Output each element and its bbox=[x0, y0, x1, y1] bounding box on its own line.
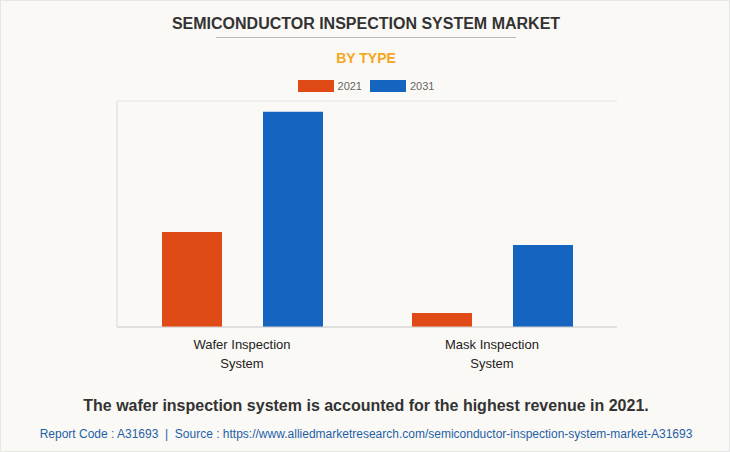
html-text:2021: 2021 bbox=[337, 80, 362, 92]
html-text:2031: 2031 bbox=[410, 80, 435, 92]
svg-text:System: System bbox=[220, 356, 263, 371]
svg-text:Wafer Inspection: Wafer Inspection bbox=[193, 337, 290, 352]
html-text:SEMICONDUCTOR INSPECTION SYSTE: SEMICONDUCTOR INSPECTION SYSTEM MARKET bbox=[171, 15, 561, 32]
svg-text:System: System bbox=[470, 356, 513, 371]
svg-text:Mask Inspection: Mask Inspection bbox=[445, 337, 539, 352]
html-text:BY TYPE: BY TYPE bbox=[336, 50, 396, 66]
html-text:Report Code : A31693 | Source: Report Code : A31693 | Source : https://… bbox=[39, 427, 693, 441]
html-text:The wafer inspection system is: The wafer inspection system is accounted… bbox=[83, 397, 649, 414]
